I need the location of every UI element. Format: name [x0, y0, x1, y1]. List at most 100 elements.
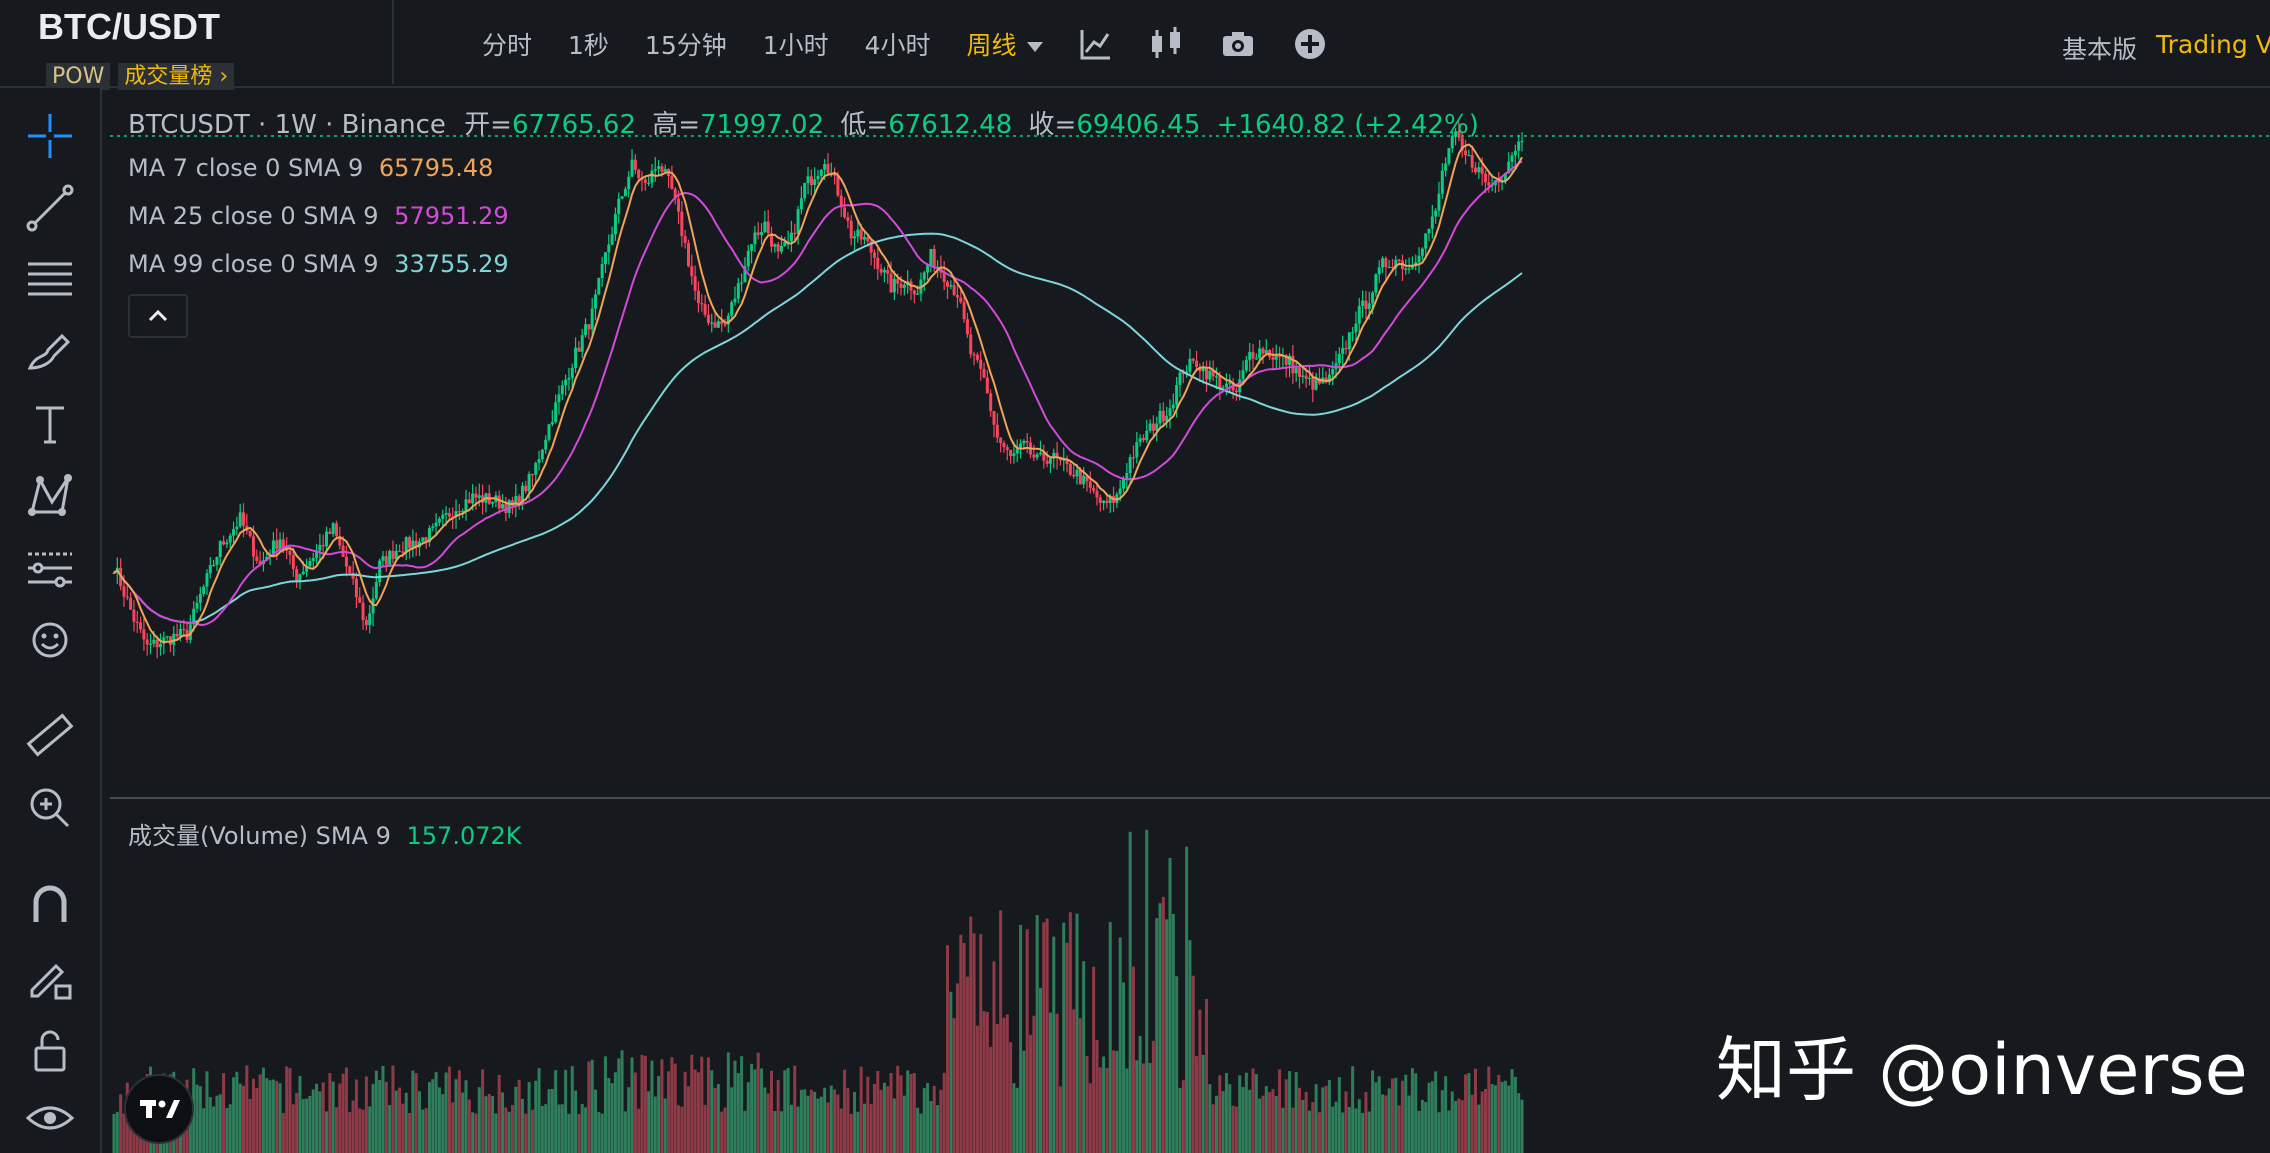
brush-icon[interactable] [22, 324, 78, 380]
volume-bar [846, 1087, 850, 1153]
ma7-legend[interactable]: MA 7 close 0 SMA 9 65795.48 [128, 154, 493, 182]
volume-bar [587, 1061, 591, 1153]
volume-bar [1251, 1068, 1255, 1153]
candle [630, 159, 634, 177]
text-icon[interactable] [22, 396, 78, 452]
candle [1344, 347, 1348, 350]
volume-bar [504, 1107, 508, 1153]
fib-lines-icon[interactable] [22, 252, 78, 308]
candle [501, 504, 505, 509]
candle [1088, 481, 1092, 488]
interval-tab-1h[interactable]: 1小时 [762, 31, 829, 60]
tag-pow[interactable]: POW [46, 63, 111, 90]
volume-bar [786, 1068, 790, 1153]
volume-bar [1480, 1091, 1484, 1153]
candle [1357, 305, 1361, 324]
volume-bar [932, 1085, 936, 1153]
candle [1218, 376, 1222, 389]
candle [225, 542, 229, 545]
candle [434, 522, 438, 527]
magnet-icon[interactable] [22, 878, 78, 934]
volume-bar [872, 1083, 876, 1153]
volume-bar [657, 1076, 661, 1153]
volume-bar [667, 1071, 671, 1153]
candle [1128, 457, 1132, 473]
crosshair-icon[interactable] [22, 108, 78, 164]
volume-bar [1191, 975, 1195, 1153]
candle [597, 277, 601, 295]
candle [869, 241, 873, 253]
volume-bar [1344, 1091, 1348, 1153]
interval-tab-4h[interactable]: 4小时 [864, 31, 931, 60]
interval-tabs: 分时 1秒 15分钟 1小时 4小时 周线 [482, 26, 1079, 62]
volume-bar [1517, 1093, 1521, 1153]
eye-icon[interactable] [22, 1090, 78, 1146]
ma99-label: MA 99 close 0 SMA 9 [128, 250, 379, 278]
candle [999, 437, 1003, 443]
measure-lines-icon[interactable] [22, 540, 78, 596]
add-plus-icon[interactable] [1290, 24, 1330, 64]
candle [969, 334, 973, 355]
pattern-icon[interactable] [22, 468, 78, 524]
candle [1381, 258, 1385, 268]
volume-bar [839, 1108, 843, 1153]
lock-draw-icon[interactable] [22, 950, 78, 1006]
candle [799, 198, 803, 210]
unlock-icon[interactable] [22, 1022, 78, 1078]
candle [461, 510, 465, 513]
interval-tab-line[interactable]: 分时 [482, 31, 533, 60]
candle [517, 496, 521, 505]
volume-bar [1205, 998, 1209, 1153]
volume-bar [1454, 1100, 1458, 1153]
volume-bar [1507, 1085, 1511, 1153]
pair-title[interactable]: BTC/USDT [38, 6, 220, 47]
trend-line-icon[interactable] [22, 180, 78, 236]
candle [750, 244, 754, 251]
ma25-legend[interactable]: MA 25 close 0 SMA 9 57951.29 [128, 202, 509, 230]
tag-volume-rank[interactable]: 成交量榜 › [118, 63, 235, 90]
volume-bar [1261, 1095, 1265, 1153]
volume-bar [1238, 1075, 1242, 1153]
indicators-icon[interactable] [1076, 24, 1116, 64]
volume-bar [487, 1093, 491, 1153]
interval-tab-weekly[interactable]: 周线 [967, 26, 1043, 62]
emoji-icon[interactable] [22, 612, 78, 668]
version-tradingview-tab[interactable]: Trading Vi [2156, 30, 2270, 59]
candle [1224, 383, 1228, 388]
candle [763, 221, 767, 232]
volume-bar [610, 1083, 614, 1153]
price-chart[interactable] [110, 88, 2270, 1153]
collapse-legend-button[interactable] [128, 294, 188, 338]
camera-icon[interactable] [1218, 24, 1258, 64]
candle-type-icon[interactable] [1146, 24, 1186, 64]
candle [1131, 457, 1135, 459]
volume-bar [630, 1057, 634, 1153]
volume-legend[interactable]: 成交量(Volume) SMA 9 157.072K [128, 816, 522, 851]
candle [916, 293, 920, 295]
zoom-in-icon[interactable] [22, 780, 78, 836]
candle [182, 628, 186, 631]
interval-tab-1s[interactable]: 1秒 [568, 31, 609, 60]
interval-tab-15m[interactable]: 15分钟 [644, 31, 727, 60]
volume-bar [1102, 1056, 1106, 1153]
candle [753, 232, 757, 245]
volume-bar [813, 1091, 817, 1153]
legend-symbol[interactable]: BTCUSDT · 1W · Binance [128, 110, 446, 140]
candle [1301, 375, 1305, 377]
ruler-icon[interactable] [22, 708, 78, 764]
tradingview-logo-icon[interactable] [124, 1074, 194, 1144]
version-basic-tab[interactable]: 基本版 [2062, 35, 2138, 64]
candle [1048, 458, 1052, 464]
candle [1278, 355, 1282, 357]
volume-bar [451, 1102, 455, 1153]
legend-open-label: 开= [464, 110, 512, 140]
legend-low: 67612.48 [888, 110, 1013, 140]
candle [1025, 440, 1029, 443]
volume-bar [1450, 1091, 1454, 1153]
volume-bar [547, 1089, 551, 1153]
candle [1175, 384, 1179, 405]
ma99-legend[interactable]: MA 99 close 0 SMA 9 33755.29 [128, 250, 509, 278]
candle [394, 550, 398, 560]
candle [670, 176, 674, 189]
candle [736, 283, 740, 299]
